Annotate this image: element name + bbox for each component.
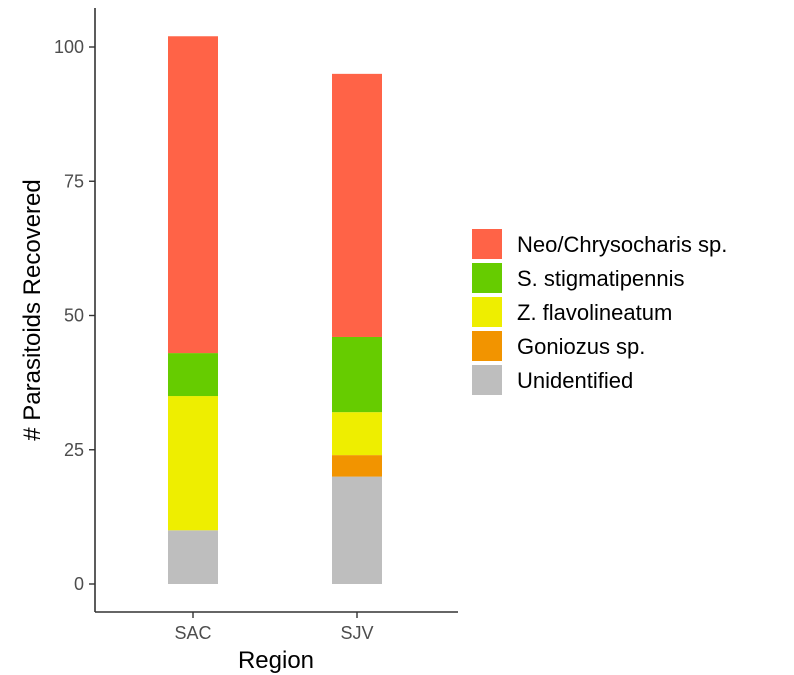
bar-segment-sac-neo-chrysocharis-sp [168,36,218,354]
x-tick-label: SJV [340,623,373,643]
y-ticks: 0 25 50 75 100 [54,37,95,594]
legend-key [472,331,502,361]
bar-segment-sac-unidentified [168,530,218,584]
legend-label: Neo/Chrysocharis sp. [517,232,727,257]
legend: Neo/Chrysocharis sp. S. stigmatipennis Z. … [472,229,727,395]
y-tick-label: 25 [64,440,84,460]
y-tick-label: 0 [74,574,84,594]
bar-segment-sjv-neo-chrysocharis-sp [332,73,382,337]
bar-segment-sjv-unidentified [332,476,382,584]
bar-segment-sjv-goniozus-sp [332,455,382,477]
bar-segment-sac-s-stigmatipennis [168,353,218,397]
bar-segment-sjv-s-stigmatipennis [332,336,382,413]
x-ticks: SAC SJV [174,612,374,643]
y-tick-label: 100 [54,37,84,57]
y-tick-label: 50 [64,306,84,326]
legend-label: S. stigmatipennis [517,266,685,291]
y-tick-label: 75 [64,171,84,191]
x-tick-label: SAC [174,623,211,643]
legend-key [472,263,502,293]
legend-key [472,297,502,327]
legend-label: Unidentified [517,368,633,393]
legend-key [472,365,502,395]
bar-segment-sac-z-flavolineatum [168,396,218,531]
legend-label: Z. flavolineatum [517,300,672,325]
legend-label: Goniozus sp. [517,334,645,359]
bars-layer [168,36,382,584]
x-axis-title: Region [238,647,314,674]
y-axis-title: # Parasitoids Recovered [19,179,46,440]
bar-segment-sjv-z-flavolineatum [332,412,382,456]
legend-key [472,229,502,259]
